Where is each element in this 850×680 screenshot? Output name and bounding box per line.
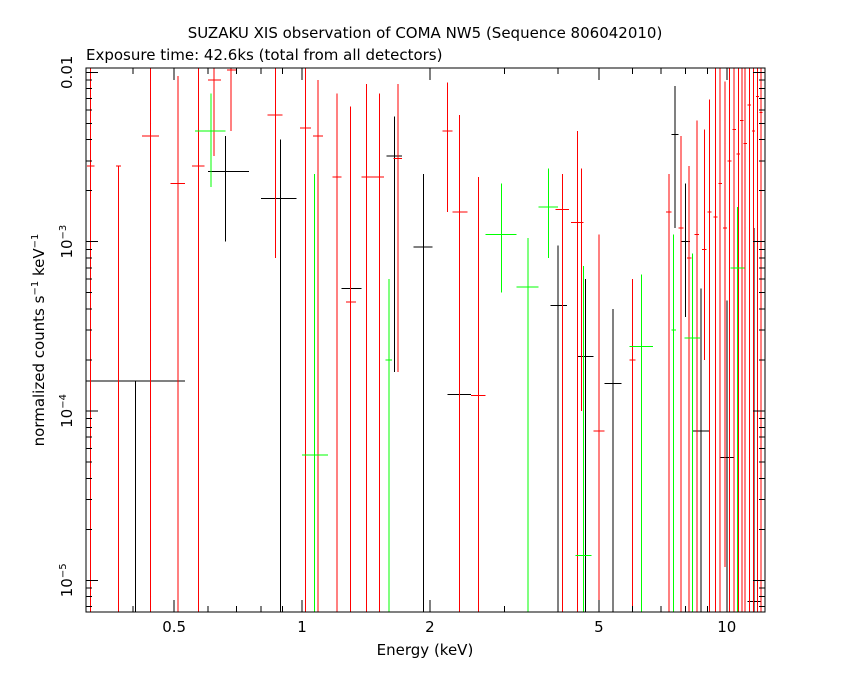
data-point [361, 84, 375, 612]
data-point [471, 177, 486, 612]
data-point [312, 80, 323, 612]
axis-ticks: 0.5 1 2 5 10 10−5 10−4 10−3 0.01 [58, 56, 765, 636]
y-tick-label: 10−4 [58, 394, 76, 428]
data-point [538, 168, 558, 259]
y-tick-label: 10−5 [58, 563, 76, 597]
data-point [684, 253, 701, 612]
data-point [747, 68, 751, 612]
data-point [718, 68, 723, 612]
y-label-exp1: −1 [30, 281, 41, 296]
data-point [170, 76, 185, 612]
data-point [694, 120, 699, 612]
x-tick-label: 0.5 [162, 618, 186, 636]
data-point [732, 68, 736, 612]
series-black [86, 85, 761, 612]
data-point [743, 68, 747, 612]
data-point [207, 68, 222, 157]
series-red [87, 68, 763, 612]
data-point [452, 114, 468, 612]
data-point [755, 68, 759, 612]
data-point [142, 68, 159, 612]
data-point [740, 68, 744, 612]
data-point [516, 238, 539, 612]
data-point [385, 279, 393, 612]
data-point [593, 234, 605, 612]
data-point [226, 68, 237, 132]
data-point [87, 68, 95, 612]
x-tick-label: 5 [594, 618, 604, 636]
data-marks [86, 68, 763, 612]
data-point [393, 84, 403, 372]
data-point [707, 99, 712, 612]
data-point [671, 85, 679, 229]
data-point [713, 68, 718, 612]
data-point [485, 183, 517, 293]
data-point [300, 68, 312, 612]
y-tick-label: 0.01 [58, 56, 76, 89]
data-point [374, 93, 385, 612]
data-point [332, 93, 342, 612]
chart-subtitle: Exposure time: 42.6ks (total from all de… [86, 46, 442, 64]
data-point [86, 380, 185, 612]
y-label-exp2: −1 [30, 234, 41, 249]
data-point [629, 279, 636, 612]
data-point [116, 165, 122, 612]
data-point [702, 129, 707, 360]
data-point [579, 168, 584, 411]
data-point [666, 174, 672, 612]
data-point [736, 68, 741, 612]
data-point [575, 265, 592, 612]
data-point [759, 68, 763, 612]
y-tick-label: 10−3 [58, 225, 76, 259]
data-point [267, 68, 283, 259]
data-point [207, 136, 249, 242]
y-axis-label: normalized counts s−1 keV−1 [30, 234, 48, 447]
data-point [730, 207, 745, 612]
data-point [302, 174, 328, 612]
y-label-mid: keV [30, 248, 48, 281]
data-point [577, 279, 594, 612]
data-point [341, 222, 362, 612]
data-point [686, 165, 692, 612]
chart-title: SUZAKU XIS observation of COMA NW5 (Sequ… [188, 24, 663, 42]
data-point [719, 300, 735, 612]
data-point [678, 136, 684, 612]
data-point [604, 309, 622, 612]
data-point [723, 81, 727, 567]
data-point [195, 93, 226, 188]
data-point [346, 106, 357, 612]
x-axis-label: Energy (keV) [377, 641, 474, 659]
data-point [751, 68, 755, 612]
x-tick-label: 1 [297, 618, 307, 636]
data-point [260, 139, 297, 612]
series-green [195, 93, 745, 612]
data-point [442, 82, 453, 212]
y-label-base: normalized counts s [30, 295, 48, 446]
data-point [550, 245, 567, 612]
x-tick-label: 10 [717, 618, 736, 636]
data-point [671, 234, 677, 612]
data-point [692, 288, 710, 612]
plot-frame [85, 67, 766, 613]
data-point [413, 174, 433, 612]
data-point [191, 68, 205, 612]
data-point [727, 68, 732, 612]
data-point [629, 274, 653, 612]
data-point [555, 174, 569, 612]
x-tick-label: 2 [425, 618, 435, 636]
